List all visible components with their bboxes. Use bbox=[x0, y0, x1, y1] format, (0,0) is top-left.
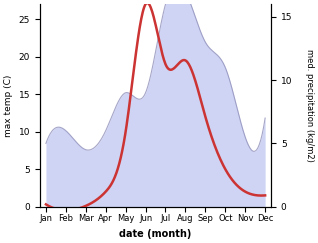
X-axis label: date (month): date (month) bbox=[119, 229, 192, 239]
Y-axis label: med. precipitation (kg/m2): med. precipitation (kg/m2) bbox=[305, 49, 314, 162]
Y-axis label: max temp (C): max temp (C) bbox=[4, 74, 13, 137]
